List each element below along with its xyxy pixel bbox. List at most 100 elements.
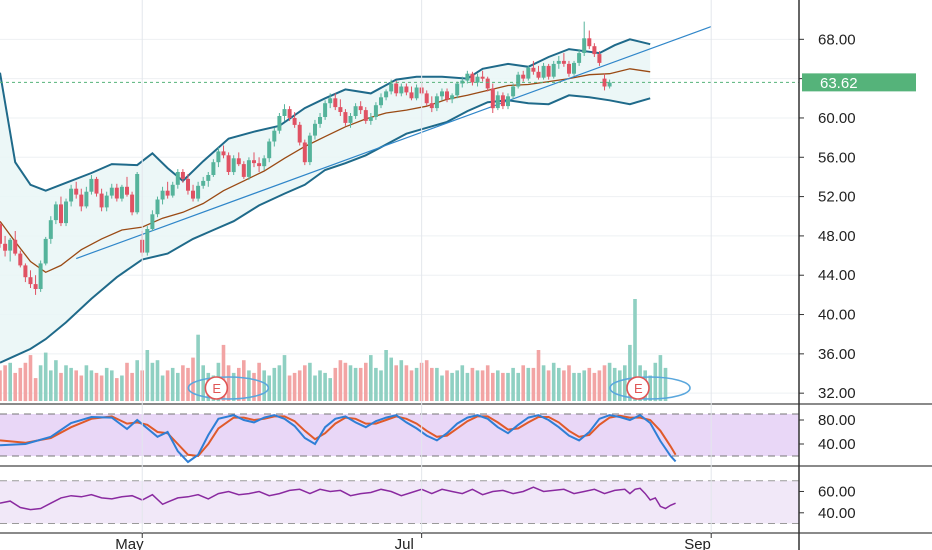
candle: [470, 71, 475, 86]
candle: [175, 169, 180, 189]
volume-bar: [3, 365, 7, 401]
candle-body: [74, 188, 79, 195]
price-axis[interactable]: 68.00 60.00 56.00 52.00 48.00 44.00 40.00 36.00…: [798, 0, 916, 550]
candle: [28, 270, 33, 288]
candle-body: [348, 116, 353, 123]
candle-body: [592, 46, 597, 55]
candle: [307, 132, 312, 166]
candle-body: [8, 239, 13, 251]
candle-body: [28, 277, 33, 285]
volume-bar: [145, 350, 150, 401]
volume-bar: [384, 350, 388, 401]
volume-bar: [531, 367, 536, 401]
candle-body: [358, 106, 363, 111]
rsi-axis-label: 60.00: [818, 483, 856, 500]
price-axis-label: 32.00: [818, 385, 856, 402]
volume-bar: [28, 355, 33, 401]
candle: [59, 196, 63, 227]
candle-body: [0, 224, 2, 244]
volume-bar: [541, 365, 546, 401]
volume-bar: [18, 367, 23, 401]
candle-body: [104, 195, 109, 208]
volume-bar: [480, 370, 485, 401]
candle-body: [602, 78, 607, 87]
volume-bar: [272, 367, 277, 401]
volume-bar: [186, 367, 190, 401]
candle-body: [114, 187, 119, 199]
candle-body: [323, 103, 328, 117]
candle-body: [465, 73, 470, 81]
candle: [79, 188, 84, 212]
candle: [551, 60, 556, 79]
candle: [363, 107, 368, 124]
candle-body: [241, 164, 246, 177]
volume-bar: [440, 375, 444, 401]
candle: [429, 96, 434, 113]
candle-body: [429, 103, 434, 109]
candle-body: [363, 110, 368, 121]
candle: [267, 138, 272, 163]
candle-body: [343, 112, 348, 123]
candle-body: [170, 184, 175, 196]
volume-bar: [8, 362, 12, 402]
candle: [13, 231, 18, 256]
candle: [69, 184, 74, 207]
price-axis-label: 60.00: [818, 110, 856, 127]
candle-body: [480, 76, 485, 79]
rsi-pane[interactable]: [0, 480, 799, 524]
trendline[interactable]: [75, 25, 712, 260]
price-axis-label: 68.00: [818, 31, 856, 48]
time-axis[interactable]: May Jul Sep: [115, 533, 712, 550]
candle-body: [135, 174, 140, 213]
volume-bar: [374, 367, 378, 401]
candle-body: [155, 199, 160, 215]
volume-bar: [607, 362, 612, 402]
volume-bar: [485, 365, 490, 401]
candle-body: [328, 98, 333, 104]
candle: [455, 81, 460, 99]
candle: [84, 186, 89, 209]
candle: [495, 91, 500, 111]
volume-bar: [43, 352, 48, 401]
volume-bar: [648, 375, 652, 401]
volume-bar: [69, 367, 73, 401]
candle: [394, 80, 399, 97]
candle-body: [257, 163, 262, 167]
candle: [287, 106, 292, 121]
candle: [404, 83, 409, 96]
candle-body: [201, 180, 206, 186]
volume-bar: [521, 365, 525, 401]
volume-bar: [470, 367, 475, 401]
volume-bar: [465, 372, 470, 401]
price-axis-label: 56.00: [818, 149, 856, 166]
candle-body: [536, 71, 541, 78]
volume-bar: [623, 365, 627, 401]
rsi-axis-ticks: 60.00 40.00: [799, 483, 856, 522]
candle-body: [313, 123, 317, 136]
candle: [292, 112, 297, 128]
candle-body: [546, 65, 551, 77]
candle: [333, 93, 338, 111]
candle: [445, 88, 449, 103]
candle-body: [495, 95, 500, 109]
candle: [125, 176, 129, 197]
stochastic-pane[interactable]: [0, 413, 799, 464]
candle-body: [216, 151, 221, 163]
candle: [490, 83, 495, 113]
time-axis-label: Sep: [684, 536, 711, 550]
volume-bar: [475, 370, 480, 401]
volume-bar: [389, 357, 393, 401]
price-axis-label: 40.00: [818, 307, 856, 324]
candle-body: [399, 86, 404, 94]
volume-bar: [59, 372, 63, 401]
volume-bar: [394, 365, 398, 401]
candle: [236, 152, 241, 167]
candle-body: [490, 88, 495, 109]
volume-bar: [379, 370, 383, 401]
volume-bar: [358, 367, 363, 401]
candlesticks: [0, 21, 612, 295]
candle-body: [389, 83, 394, 92]
candle-body: [318, 117, 322, 124]
